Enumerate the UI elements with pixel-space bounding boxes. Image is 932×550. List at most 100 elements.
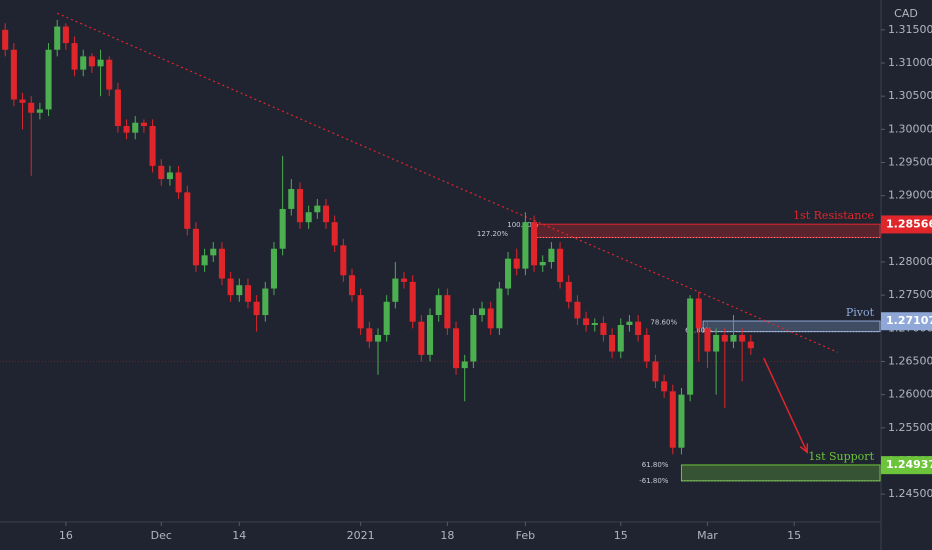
fib-label: 61.80%	[642, 461, 669, 469]
candle-body	[71, 43, 78, 70]
candle-body	[236, 285, 243, 296]
candle-body	[45, 49, 52, 110]
candle-body	[496, 288, 503, 329]
candle-body	[739, 334, 746, 342]
candle-body	[383, 301, 390, 335]
y-tick-label: 1.24500	[888, 487, 932, 500]
candle-body	[218, 248, 225, 279]
candle-body	[392, 278, 399, 302]
candle-body	[626, 321, 633, 325]
candle-body	[279, 208, 286, 249]
candle-body	[314, 205, 321, 213]
candle-body	[123, 126, 130, 133]
trendline	[56, 12, 838, 353]
candle-body	[426, 315, 434, 355]
candle-body	[175, 172, 182, 193]
level-price-label: 1.28566	[886, 217, 932, 230]
level-name: 1st Resistance	[793, 209, 874, 222]
candle-body	[270, 248, 278, 289]
candle-body	[322, 205, 330, 223]
candle-body	[201, 255, 208, 266]
x-tick-label: 2021	[347, 529, 375, 542]
x-tick-label: 18	[440, 529, 454, 542]
candle-body	[192, 228, 199, 266]
level-zone	[680, 464, 881, 482]
y-tick-label: 1.26000	[888, 388, 932, 401]
x-tick-label: 16	[59, 529, 73, 542]
level-name: Pivot	[846, 306, 875, 319]
candle-body	[158, 165, 165, 180]
candle-body	[54, 26, 61, 50]
candle-body	[591, 323, 598, 325]
candle-body	[453, 328, 460, 369]
candle-body	[470, 315, 477, 362]
x-tick-label: 15	[787, 529, 801, 542]
candle-body	[461, 361, 468, 369]
candle-body	[348, 275, 356, 296]
candle-body	[140, 122, 147, 127]
candle-body	[747, 341, 754, 349]
candle-body	[253, 301, 260, 316]
candle-body	[548, 248, 555, 262]
candle-body	[713, 334, 720, 352]
y-tick-label: 1.29500	[888, 156, 932, 169]
fib-label: 127.20%	[477, 230, 508, 238]
y-tick-label: 1.29000	[888, 189, 932, 202]
candle-body	[210, 248, 217, 256]
candle-body	[704, 328, 711, 352]
candle-body	[10, 49, 17, 100]
x-tick-label: Dec	[151, 529, 172, 542]
y-tick-label: 1.31500	[888, 23, 932, 36]
candle-body	[600, 323, 607, 335]
candle-body	[730, 334, 737, 342]
candle-body	[669, 391, 676, 448]
candle-body	[400, 278, 408, 282]
x-tick-label: 14	[232, 529, 246, 542]
candle-body	[695, 298, 702, 329]
level-price-label: 1.24937	[886, 458, 932, 471]
candle-body	[609, 334, 616, 352]
candle-body	[62, 26, 69, 44]
candle-body	[36, 109, 43, 113]
y-tick-label: 1.26500	[888, 354, 932, 367]
x-tick-label: Mar	[697, 529, 718, 542]
candle-body	[522, 222, 529, 269]
candle-body	[487, 308, 494, 329]
candle-body	[132, 122, 139, 133]
candle-body	[374, 334, 382, 342]
candle-body	[479, 308, 486, 316]
candle-body	[106, 59, 113, 90]
y-tick-label: 1.30500	[888, 89, 932, 102]
level-name: 1st Support	[808, 450, 874, 463]
y-tick-label: 1.25500	[888, 421, 932, 434]
candle-body	[539, 261, 546, 266]
candle-body	[366, 328, 373, 342]
axis-title: CAD	[894, 7, 918, 20]
candle-body	[288, 189, 295, 209]
candle-body	[2, 29, 9, 50]
arrow-head	[799, 443, 809, 454]
y-tick-label: 1.27500	[888, 288, 932, 301]
candle-body	[305, 212, 312, 223]
candle-body	[565, 281, 572, 302]
y-tick-label: 1.30000	[888, 122, 932, 135]
level-zone	[533, 223, 881, 238]
candle-body	[643, 334, 650, 362]
candle-body	[340, 245, 347, 276]
candle-body	[357, 295, 364, 329]
candle-body	[28, 102, 35, 113]
candle-body	[678, 394, 685, 448]
y-tick-label: 1.28000	[888, 255, 932, 268]
level-price-box	[881, 312, 932, 331]
level-price-box	[881, 215, 932, 234]
candle-body	[635, 321, 642, 335]
candle-body	[574, 301, 581, 319]
candle-body	[331, 222, 338, 246]
fib-label: 78.60%	[650, 318, 677, 326]
x-tick-label: 15	[614, 529, 628, 542]
candle-body	[721, 334, 728, 342]
y-tick-label: 1.31000	[888, 56, 932, 69]
candle-body	[19, 99, 26, 103]
